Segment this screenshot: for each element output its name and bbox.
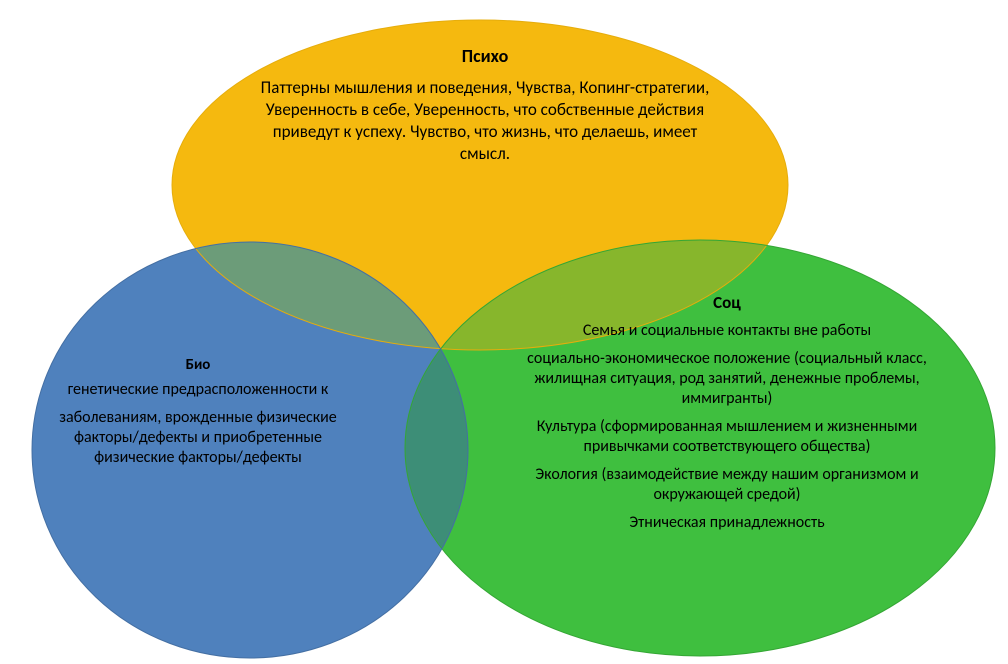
venn-diagram: Психо Паттерны мышления и поведения, Чув…	[0, 0, 1008, 664]
venn-body-soc-3: Культура (сформированная мышлением и жиз…	[512, 417, 942, 457]
venn-body-soc-1: Семья и социальные контакты вне работы	[512, 321, 942, 341]
venn-body-bio-1: генетические предрасположенности к	[58, 380, 338, 400]
venn-title-bio: Био	[58, 356, 338, 374]
venn-text-psycho: Психо Паттерны мышления и поведения, Чув…	[255, 45, 715, 165]
venn-title-psycho: Психо	[255, 45, 715, 67]
venn-text-bio: Био генетические предрасположенности к з…	[58, 356, 338, 468]
venn-text-soc: Соц Семья и социальные контакты вне рабо…	[512, 292, 942, 533]
venn-body-soc-4: Экология (взаимодействие между нашим орг…	[512, 465, 942, 505]
venn-body-psycho: Паттерны мышления и поведения, Чувства, …	[255, 77, 715, 165]
venn-body-soc-2: социально-экономическое положение (социа…	[512, 349, 942, 409]
venn-title-soc: Соц	[512, 292, 942, 313]
venn-body-bio-2: заболеваниям, врожденные физические факт…	[58, 408, 338, 468]
venn-body-soc-5: Этническая принадлежность	[512, 513, 942, 533]
